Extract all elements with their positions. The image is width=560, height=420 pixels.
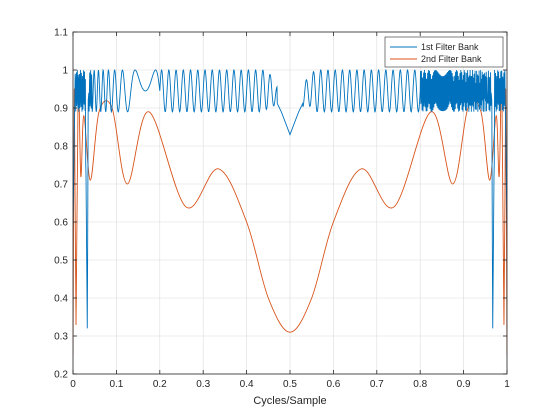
x-tick-label: 0.5	[283, 379, 297, 390]
y-tick-label: 0.9	[54, 104, 68, 115]
x-tick-label: 0.8	[413, 379, 427, 390]
x-tick-labels: 0 0.1 0.2 0.3 0.4 0.5 0.6 0.7 0.8 0.9 1	[70, 379, 510, 390]
legend-box	[384, 36, 504, 68]
y-tick-labels: 0.2 0.3 0.4 0.5 0.6 0.7 0.8 0.9 1 1.1	[54, 28, 68, 381]
x-tick-label: 0.9	[457, 379, 471, 390]
y-tick-label: 0.3	[54, 332, 68, 343]
y-tick-label: 0.7	[54, 180, 68, 191]
y-tick-label: 0.5	[54, 256, 68, 267]
x-tick-label: 0	[70, 379, 76, 390]
x-tick-label: 0.2	[153, 379, 167, 390]
x-tick-label: 0.7	[370, 379, 384, 390]
legend-label-2nd-filter-bank: 2nd Filter Bank	[421, 54, 482, 64]
y-tick-label: 1.1	[54, 28, 68, 39]
y-tick-label: 0.2	[54, 370, 68, 381]
legend-label-1st-filter-bank: 1st Filter Bank	[421, 42, 479, 52]
series-line-2nd-filter-bank	[73, 77, 507, 356]
y-tick-label: 0.4	[54, 294, 68, 305]
legend: 1st Filter Bank 2nd Filter Bank	[384, 36, 504, 68]
x-tick-label: 0.4	[240, 379, 254, 390]
y-tick-label: 0.8	[54, 142, 68, 153]
x-tick-label: 1	[504, 379, 510, 390]
series-layer	[73, 68, 507, 356]
axis-ticks	[72, 31, 508, 375]
x-tick-label: 0.6	[326, 379, 340, 390]
series-line-1st-filter-bank	[73, 68, 507, 329]
x-tick-label: 0.3	[196, 379, 210, 390]
y-tick-label: 1	[62, 66, 68, 77]
x-axis-label: Cycles/Sample	[253, 395, 326, 407]
y-tick-label: 0.6	[54, 218, 68, 229]
x-tick-label: 0.1	[109, 379, 123, 390]
